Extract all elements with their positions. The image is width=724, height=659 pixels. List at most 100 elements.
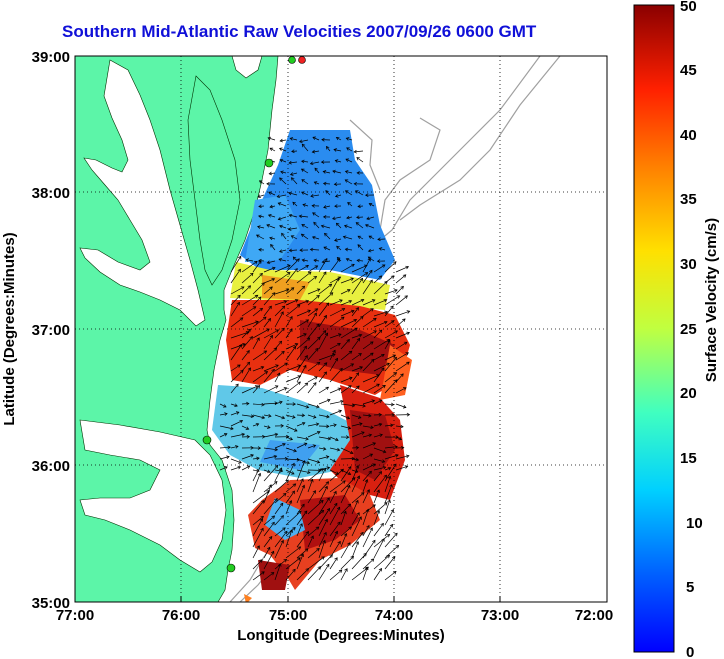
velocity-vector-head: [361, 431, 365, 435]
velocity-vector-head: [321, 556, 325, 560]
velocity-vector-head: [266, 260, 271, 265]
velocity-vector: [345, 190, 353, 196]
velocity-vector: [285, 463, 295, 482]
velocity-vector: [373, 489, 380, 504]
velocity-vector-head: [278, 467, 283, 472]
velocity-vector: [351, 307, 359, 317]
velocity-vector-head: [367, 257, 371, 262]
velocity-vector: [373, 281, 388, 295]
velocity-vector: [395, 352, 409, 361]
velocity-vector-head: [364, 223, 369, 228]
velocity-vector-head: [366, 489, 370, 493]
plot-frame: [74, 55, 608, 603]
velocity-vector-head: [363, 552, 367, 557]
velocity-vector-head: [269, 334, 273, 339]
velocity-vector-head: [322, 467, 327, 472]
velocity-vector: [274, 401, 283, 405]
velocity-vector-head: [290, 287, 295, 291]
velocity-vector: [340, 556, 354, 570]
velocity-vector: [351, 475, 360, 493]
velocity-vector-head: [394, 445, 398, 449]
velocity-vector-head: [369, 453, 374, 457]
velocity-vector: [365, 224, 375, 229]
velocity-vector: [345, 170, 353, 174]
velocity-vector: [285, 510, 302, 526]
velocity-vector: [369, 203, 375, 207]
velocity-vector: [296, 442, 307, 449]
velocity-vector-head: [334, 530, 339, 535]
velocity-vector-head: [369, 527, 373, 531]
velocity-vector-head: [281, 415, 286, 420]
velocity-vector-head: [342, 480, 346, 484]
velocity-vector-head: [348, 350, 353, 355]
velocity-vector-head: [371, 399, 376, 403]
velocity-vector-head: [376, 383, 380, 387]
velocity-vector-head: [370, 308, 374, 312]
velocity-vector: [285, 569, 296, 581]
velocity-vector-head: [355, 464, 360, 469]
velocity-vector-head: [370, 425, 374, 430]
velocity-vector-head: [293, 428, 298, 432]
velocity-vector: [230, 302, 240, 317]
velocity-vector-head: [356, 475, 361, 480]
velocity-vector: [362, 279, 373, 295]
velocity-vector-head: [297, 546, 302, 550]
velocity-vector-head: [402, 274, 407, 278]
velocity-vector: [279, 159, 287, 163]
velocity-vector: [299, 139, 309, 143]
velocity-vector: [351, 512, 360, 526]
velocity-vector-head: [405, 352, 409, 356]
velocity-vector: [274, 351, 285, 361]
velocity-vector: [346, 137, 353, 141]
velocity-vector-head: [379, 433, 383, 438]
velocity-vector: [384, 484, 393, 504]
velocity-vector: [318, 302, 329, 317]
velocity-vector: [373, 399, 383, 405]
velocity-vector-head: [267, 214, 272, 218]
velocity-vector-head: [343, 532, 348, 537]
velocity-vector: [373, 367, 385, 383]
velocity-vector-head: [255, 422, 260, 427]
velocity-vector: [340, 263, 355, 273]
velocity-vector: [332, 170, 342, 174]
velocity-vector: [384, 499, 391, 515]
velocity-vector-head: [333, 182, 338, 187]
velocity-vector-head: [237, 465, 242, 470]
velocity-vector-head: [390, 423, 394, 428]
velocity-vector-head: [326, 414, 330, 419]
velocity-vector-head: [367, 248, 372, 253]
velocity-vector-head: [259, 272, 263, 277]
velocity-vector-head: [357, 235, 362, 239]
velocity-vector-head: [288, 499, 293, 504]
colorbar-tick-label: 5: [686, 579, 694, 596]
velocity-vector-head: [300, 553, 305, 558]
velocity-vector-head: [372, 539, 376, 544]
velocity-vector: [345, 179, 353, 185]
velocity-vector-head: [398, 436, 403, 441]
velocity-vector: [274, 469, 283, 472]
velocity-vector-head: [312, 415, 317, 419]
velocity-vector-head: [311, 149, 316, 154]
velocity-vector-head: [326, 466, 331, 470]
velocity-vector: [351, 414, 362, 419]
velocity-vector-head: [348, 299, 353, 304]
velocity-vector: [296, 382, 308, 394]
velocity-vector: [289, 249, 298, 251]
velocity-vector: [230, 466, 241, 471]
velocity-vector-head: [338, 569, 343, 574]
velocity-vector: [279, 177, 287, 185]
velocity-vector-head: [245, 426, 250, 430]
velocity-vector-head: [334, 238, 338, 242]
velocity-vector-head: [313, 221, 317, 226]
velocity-vector-head: [325, 145, 330, 150]
velocity-vector-head: [378, 275, 383, 279]
velocity-vector-head: [386, 362, 390, 366]
velocity-vector: [384, 476, 391, 493]
velocity-vector: [296, 346, 307, 361]
velocity-vector: [252, 273, 263, 284]
velocity-vector: [278, 258, 287, 262]
velocity-vector-head: [360, 531, 364, 536]
velocity-vector: [252, 500, 265, 515]
velocity-vector: [258, 215, 265, 218]
velocity-vector-head: [329, 292, 334, 296]
